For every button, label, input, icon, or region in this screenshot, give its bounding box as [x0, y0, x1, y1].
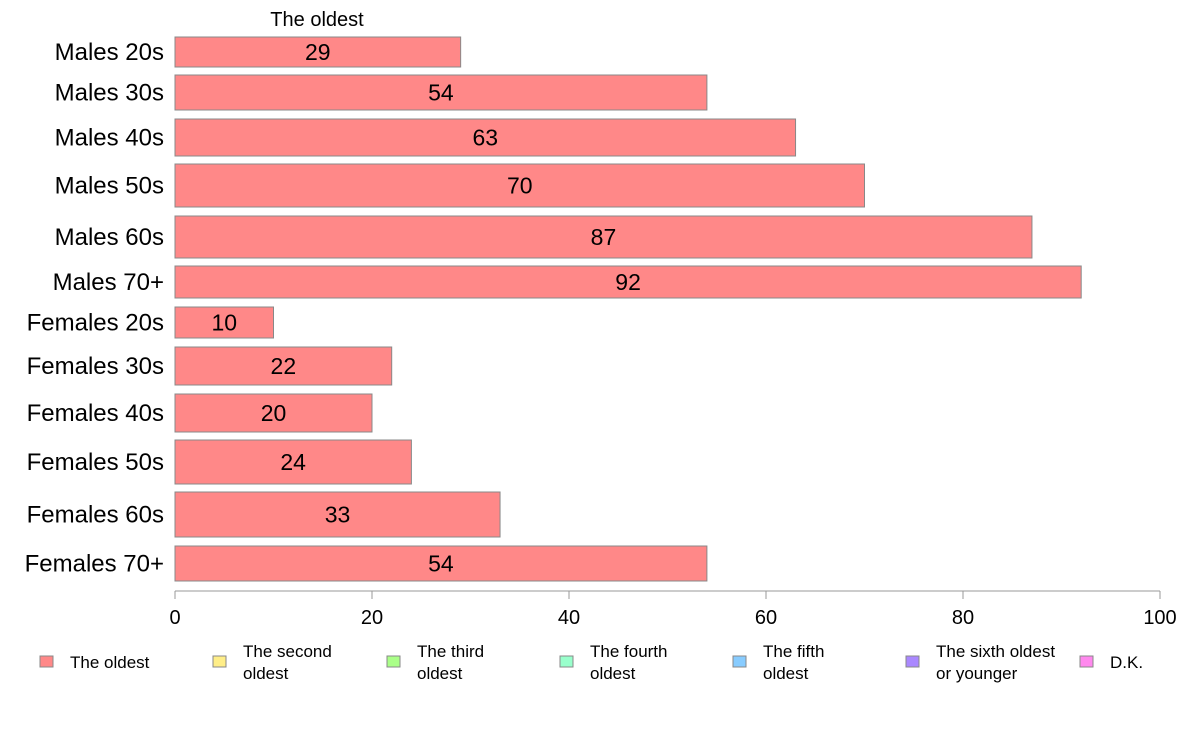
bar-value-label: 92 [615, 269, 641, 295]
bar-value-label: 10 [211, 310, 237, 336]
category-label: Males 70+ [53, 269, 164, 296]
category-label: Females 40s [27, 400, 164, 427]
legend-swatch [212, 655, 227, 668]
category-label: Females 60s [27, 502, 164, 529]
series-header-label: The oldest [270, 9, 364, 31]
legend: The oldest The second oldest The third oldes… [39, 642, 1143, 683]
legend-swatch [905, 655, 920, 668]
category-label: Females 30s [27, 353, 164, 380]
bar [174, 118, 797, 157]
bar [174, 393, 373, 433]
bar-value-label: 29 [305, 39, 331, 65]
legend-label: The fifth [763, 642, 824, 661]
bar [174, 163, 865, 208]
legend-label: The third [417, 642, 484, 661]
x-tick-label: 20 [361, 607, 383, 629]
legend-label: D.K. [1110, 653, 1143, 672]
legend-item: The third oldest [386, 642, 484, 683]
legend-swatch [1079, 655, 1094, 668]
legend-swatch [732, 655, 747, 668]
bar-value-label: 20 [261, 400, 287, 426]
legend-swatch [386, 655, 401, 668]
legend-item: The fourth oldest [559, 642, 668, 683]
legend-item: The fifth oldest [732, 642, 824, 683]
legend-swatch [39, 655, 54, 668]
bar [174, 491, 501, 538]
legend-label: The oldest [70, 653, 150, 672]
legend-label: oldest [590, 664, 636, 683]
x-tick-label: 60 [755, 607, 777, 629]
category-label: Males 60s [55, 224, 164, 251]
legend-item: D.K. [1079, 653, 1143, 672]
legend-label: The sixth oldest [936, 642, 1055, 661]
x-tick-label: 0 [169, 607, 180, 629]
legend-label: The second [243, 642, 332, 661]
bar [174, 265, 1082, 299]
bar-value-label: 63 [472, 125, 498, 151]
legend-item: The second oldest [212, 642, 332, 683]
category-label: Males 20s [55, 39, 164, 66]
legend-label: oldest [417, 664, 463, 683]
bar [174, 306, 274, 339]
bar-value-label: 87 [591, 224, 617, 250]
bar [174, 439, 412, 485]
x-tick-label: 40 [558, 607, 580, 629]
bar-value-label: 54 [428, 551, 454, 577]
bar [174, 215, 1033, 259]
category-label: Females 70+ [25, 551, 164, 578]
legend-item: The oldest [39, 653, 150, 672]
legend-label: oldest [763, 664, 809, 683]
legend-label: The fourth [590, 642, 668, 661]
category-label: Females 20s [27, 310, 164, 337]
category-label: Males 30s [55, 80, 164, 107]
legend-label: oldest [243, 664, 289, 683]
bar-value-label: 22 [271, 353, 297, 379]
bar-value-label: 33 [325, 502, 351, 528]
category-label: Females 50s [27, 449, 164, 476]
x-tick-label: 100 [1143, 607, 1176, 629]
category-label: Males 40s [55, 125, 164, 152]
legend-item: The sixth oldest or younger [905, 642, 1055, 683]
legend-label: or younger [936, 664, 1018, 683]
bar [174, 346, 393, 386]
bar [174, 545, 708, 582]
bars-layer: 29 54 63 70 87 92 10 22 20 24 33 54 [174, 36, 1082, 582]
category-labels: Males 20s Males 30s Males 40s Males 50s Male… [25, 39, 164, 578]
bar-value-label: 70 [507, 173, 533, 199]
bar [174, 36, 462, 68]
x-tick-label: 80 [952, 607, 974, 629]
category-label: Males 50s [55, 173, 164, 200]
bar-value-label: 54 [428, 80, 454, 106]
bar-value-label: 24 [280, 449, 306, 475]
legend-swatch [559, 655, 574, 668]
x-axis: 0 20 40 60 80 100 [169, 590, 1177, 629]
bar [174, 74, 708, 111]
